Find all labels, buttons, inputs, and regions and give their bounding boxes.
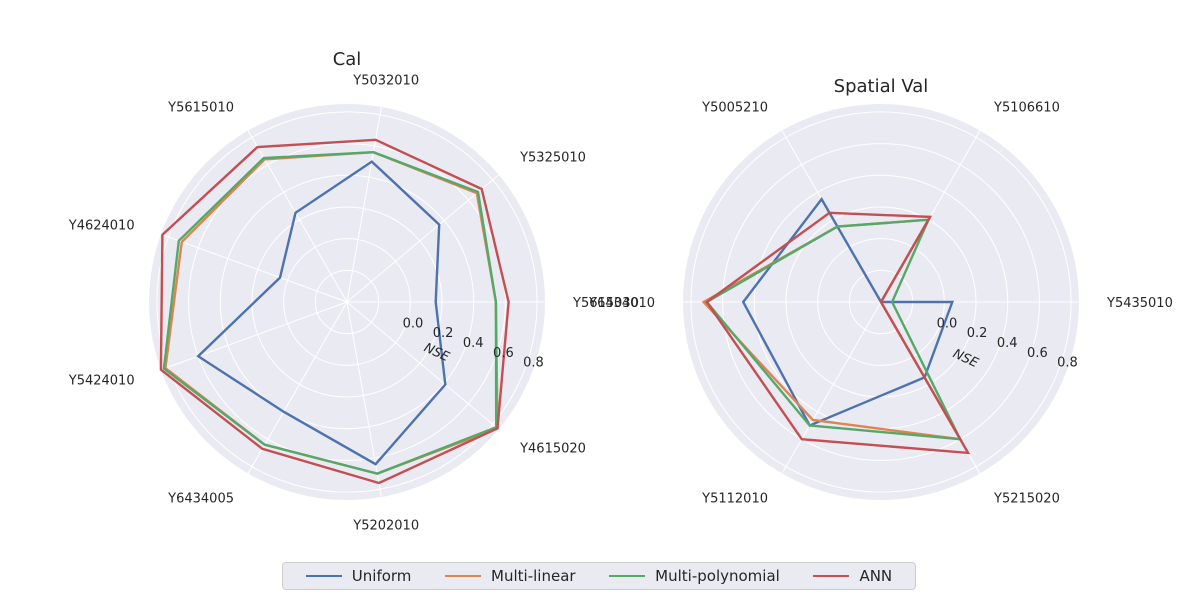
- legend-swatch-multi-linear: [445, 575, 482, 577]
- radial-tick-label: 0.6: [1027, 346, 1048, 361]
- legend-swatch-uniform: [305, 575, 342, 577]
- category-label-y4624010: Y4624010: [68, 219, 135, 234]
- legend-label-uniform: Uniform: [351, 567, 412, 585]
- category-label-y5325010: Y5325010: [519, 151, 586, 166]
- radial-tick-label: 0.2: [433, 326, 454, 341]
- radial-tick-label: 0.8: [523, 356, 544, 371]
- radar-chart-cal: Cal Y5615030 Y5325010 Y5032010 Y5615010 Y462…: [68, 49, 639, 534]
- category-label-y4615020: Y4615020: [519, 441, 586, 456]
- radar-chart-spatial-val: Spatial Val Y5435010 Y5106610 Y5005210 Y643…: [588, 76, 1173, 507]
- category-label-y6434010: Y6434010: [588, 296, 655, 311]
- legend-item-ann: ANN: [813, 567, 892, 585]
- grid-spoke: [346, 301, 499, 430]
- series-line-ann: [159, 138, 510, 485]
- category-label-y5615030: Y5615030: [572, 296, 639, 311]
- category-label-y5215020: Y5215020: [993, 492, 1060, 507]
- radial-tick-label: 0.4: [463, 336, 484, 351]
- grid-spoke: [346, 174, 499, 303]
- grid-spoke: [781, 301, 882, 474]
- radial-tick-label: 0.6: [493, 346, 514, 361]
- category-label-y5032010: Y5032010: [352, 73, 419, 88]
- series-line-ann: [705, 211, 971, 455]
- chart-title-spatial-val: Spatial Val: [834, 76, 929, 97]
- category-label-y5005210: Y5005210: [701, 100, 768, 115]
- category-label-y5424010: Y5424010: [68, 373, 135, 388]
- chart-title-cal: Cal: [333, 49, 362, 70]
- legend-swatch-ann: [813, 575, 850, 577]
- legend-item-multi-linear: Multi-linear: [445, 567, 576, 585]
- legend: Uniform Multi-linear Multi-polynomial AN…: [282, 562, 916, 590]
- grid-spoke: [160, 233, 348, 303]
- legend-label-multi-linear: Multi-linear: [491, 567, 576, 585]
- radial-tick-label: 0.8: [1057, 356, 1078, 371]
- category-label-y6434005: Y6434005: [167, 492, 234, 507]
- category-label-y5106610: Y5106610: [993, 100, 1060, 115]
- legend-swatch-multi-polynomial: [609, 575, 646, 577]
- radial-tick-label: 0.2: [967, 326, 988, 341]
- legend-item-multi-polynomial: Multi-polynomial: [609, 567, 780, 585]
- category-label-y5202010: Y5202010: [352, 519, 419, 534]
- legend-item-uniform: Uniform: [305, 567, 412, 585]
- category-label-y5112010: Y5112010: [701, 492, 768, 507]
- category-label-y5615010: Y5615010: [167, 100, 234, 115]
- category-label-y5435010: Y5435010: [1106, 296, 1173, 311]
- legend-label-multi-polynomial: Multi-polynomial: [655, 567, 780, 585]
- grid-spoke: [160, 301, 348, 371]
- radial-tick-label: 0.0: [937, 316, 958, 331]
- legend-label-ann: ANN: [859, 567, 893, 585]
- radial-tick-label: 0.0: [403, 316, 424, 331]
- radial-tick-label: 0.4: [997, 336, 1018, 351]
- series-line-multi-polynomial: [162, 150, 498, 475]
- series-line-uniform: [196, 160, 447, 466]
